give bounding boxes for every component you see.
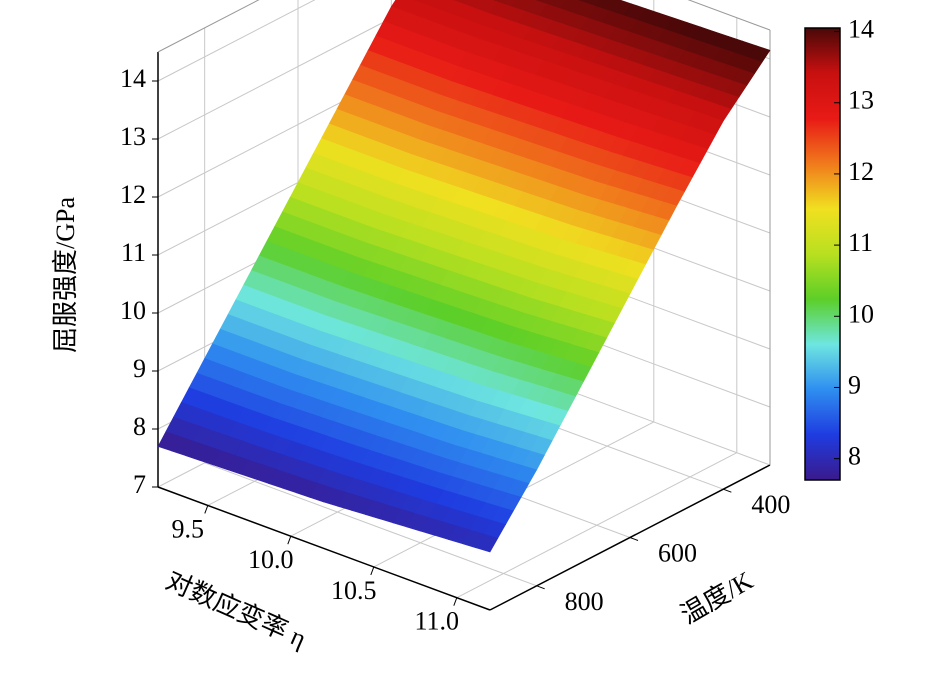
z-tick-label: 12 bbox=[120, 180, 146, 209]
x-tick-label: 10.0 bbox=[248, 545, 294, 574]
y-axis-title: 温度/K bbox=[676, 566, 758, 630]
y-tick-label: 400 bbox=[751, 490, 790, 519]
colorbar bbox=[804, 27, 841, 481]
z-tick-label: 14 bbox=[120, 64, 146, 93]
y-tick-label: 600 bbox=[658, 538, 697, 567]
box-edge bbox=[687, 0, 771, 31]
z-tick-label: 8 bbox=[133, 412, 146, 441]
x-tick bbox=[453, 597, 458, 606]
colorbar-tick-label: 8 bbox=[848, 442, 861, 471]
x-tick bbox=[287, 536, 292, 545]
z-tick-label: 10 bbox=[120, 296, 146, 325]
box-edge bbox=[157, 0, 260, 53]
x-tick-label: 9.5 bbox=[172, 514, 205, 543]
colorbar-tick-label: 11 bbox=[848, 228, 873, 257]
y-tick-label: 800 bbox=[565, 587, 604, 616]
surface-patch bbox=[475, 533, 499, 553]
y-tick bbox=[723, 488, 732, 493]
z-tick-label: 13 bbox=[120, 122, 146, 151]
x-tick bbox=[370, 566, 375, 576]
x-axis-title: 对数应变率 η bbox=[162, 566, 311, 654]
y-tick bbox=[536, 585, 545, 590]
x-tick bbox=[204, 505, 209, 514]
z-tick-label: 9 bbox=[133, 354, 146, 383]
z-tick-label: 11 bbox=[121, 238, 146, 267]
colorbar-tick-label: 9 bbox=[848, 370, 861, 399]
x-tick-label: 10.5 bbox=[331, 576, 377, 605]
colorbar-tick-label: 13 bbox=[848, 86, 874, 115]
y-tick bbox=[629, 537, 639, 541]
z-tick-label: 7 bbox=[133, 470, 146, 499]
grid-line bbox=[204, 462, 537, 587]
colorbar-tick-label: 14 bbox=[848, 15, 874, 44]
z-axis-title: 屈服强度/GPa bbox=[51, 197, 80, 353]
colorbar-tick-label: 10 bbox=[848, 299, 874, 328]
x-tick-label: 11.0 bbox=[415, 607, 460, 636]
colorbar-tick-label: 12 bbox=[848, 157, 874, 186]
axis-line bbox=[157, 486, 491, 611]
